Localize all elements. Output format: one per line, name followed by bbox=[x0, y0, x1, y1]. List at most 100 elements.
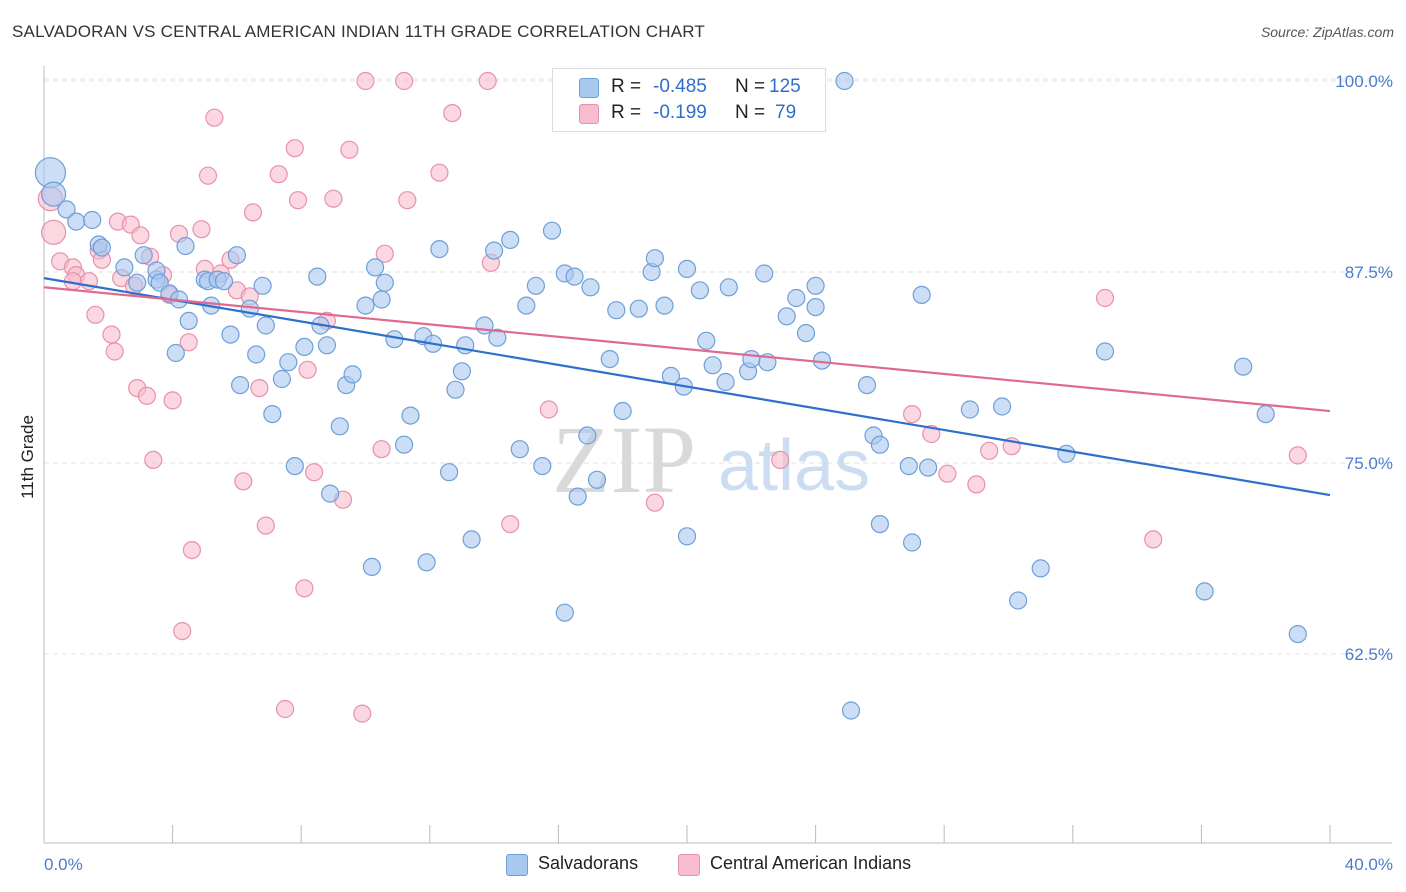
salvadoran-point bbox=[166, 343, 185, 363]
salvadoran-point bbox=[221, 325, 240, 344]
salvadoran-point bbox=[787, 288, 806, 308]
central-american-indian-point bbox=[173, 621, 192, 641]
bottom-legend-label: Salvadorans bbox=[538, 853, 639, 873]
central-american-indian-point bbox=[340, 140, 359, 159]
salvadoran-point bbox=[870, 435, 890, 454]
central-american-indian-point bbox=[938, 464, 957, 483]
salvadoran-point bbox=[256, 316, 275, 335]
salvadoran-point bbox=[918, 458, 938, 477]
central-american-indian-point bbox=[198, 166, 218, 185]
central-american-indian-point bbox=[443, 103, 462, 123]
salvadoran-point bbox=[806, 276, 825, 295]
bottom-legend-swatch-pink bbox=[678, 854, 700, 876]
central-american-indian-trend-line bbox=[43, 286, 1331, 413]
salvadoran-point bbox=[600, 350, 619, 369]
salvadoran-point bbox=[742, 350, 761, 369]
salvadoran-point bbox=[677, 259, 697, 278]
salvadoran-point bbox=[362, 557, 381, 577]
salvadoran-point bbox=[308, 267, 327, 286]
central-american-indian-point bbox=[102, 325, 121, 344]
salvadoran-point bbox=[607, 301, 626, 320]
x-tick-label: 40.0% bbox=[1345, 855, 1393, 874]
salvadoran-point bbox=[777, 307, 796, 326]
salvadoran-point bbox=[462, 530, 481, 549]
salvadoran-point bbox=[1234, 357, 1253, 376]
central-american-indian-point bbox=[1095, 288, 1115, 308]
salvadoran-point bbox=[57, 200, 76, 219]
salvadoran-point bbox=[285, 457, 304, 476]
legend-r-value: -0.485 bbox=[653, 76, 707, 97]
salvadoran-point bbox=[542, 221, 562, 240]
salvadoran-point bbox=[697, 331, 716, 350]
salvadoran-point bbox=[912, 285, 931, 304]
salvadoran-point bbox=[83, 210, 102, 230]
salvadoran-point bbox=[501, 230, 520, 249]
salvadoran-point bbox=[128, 273, 147, 292]
central-american-indian-point bbox=[295, 579, 314, 598]
central-american-indian-point bbox=[288, 191, 308, 210]
salvadoran-point bbox=[295, 337, 314, 356]
legend-n-value: 79 bbox=[775, 102, 797, 123]
salvadoran-point bbox=[517, 296, 536, 315]
salvadoran-point bbox=[677, 527, 697, 546]
salvadoran-point bbox=[870, 514, 890, 534]
salvadoran-point bbox=[581, 278, 600, 297]
salvadoran-point bbox=[485, 241, 504, 260]
salvadoran-point bbox=[475, 316, 494, 335]
salvadoran-point bbox=[568, 487, 587, 506]
salvadoran-trend-line bbox=[43, 277, 1331, 497]
central-american-indian-point bbox=[902, 405, 922, 424]
salvadoran-point bbox=[440, 463, 459, 482]
salvadoran-point bbox=[902, 533, 922, 552]
legend-r-label: R = bbox=[611, 76, 642, 97]
salvadoran-point bbox=[1031, 559, 1050, 578]
salvadoran-point bbox=[279, 353, 298, 372]
salvadoran-point bbox=[452, 362, 471, 381]
salvadoran-point bbox=[690, 281, 710, 300]
central-american-indian-point bbox=[243, 203, 263, 222]
salvadoran-point bbox=[214, 272, 234, 291]
salvadoran-point bbox=[446, 380, 465, 399]
legend-row-salvadorans: R = -0.485 N = 125 bbox=[553, 74, 825, 100]
salvadoran-point bbox=[645, 249, 665, 268]
salvadoran-point bbox=[960, 400, 980, 419]
salvadoran-point bbox=[1288, 624, 1307, 644]
salvadoran-point bbox=[375, 273, 394, 292]
salvadoran-point bbox=[176, 236, 195, 256]
legend-n-label: N = bbox=[735, 76, 766, 97]
salvadoran-point bbox=[330, 417, 349, 436]
x-tick-label: 0.0% bbox=[44, 855, 83, 874]
salvadoran-point bbox=[92, 238, 112, 257]
salvadoran-point bbox=[703, 356, 722, 375]
data-points bbox=[34, 71, 1307, 723]
salvadoran-point bbox=[565, 267, 584, 286]
watermark: ZIP atlas bbox=[552, 406, 870, 513]
central-american-indian-point bbox=[324, 189, 343, 208]
legend-r-value: -0.199 bbox=[653, 102, 707, 123]
central-american-indian-point bbox=[395, 71, 414, 91]
chart-title: SALVADORAN VS CENTRAL AMERICAN INDIAN 11… bbox=[12, 22, 706, 41]
bottom-legend-label: Central American Indians bbox=[710, 853, 912, 873]
legend-n-value: 125 bbox=[769, 76, 801, 97]
stats-legend: R = -0.485 N = 125 R = -0.199 N = 79 bbox=[552, 68, 826, 132]
salvadoran-point bbox=[578, 426, 597, 445]
central-american-indian-point bbox=[539, 400, 558, 419]
central-american-indian-point bbox=[163, 391, 182, 410]
salvadoran-point bbox=[253, 276, 272, 295]
salvadoran-point bbox=[321, 484, 340, 503]
salvadoran-point bbox=[755, 264, 774, 283]
central-american-indian-point bbox=[645, 493, 665, 512]
watermark-atlas: atlas bbox=[718, 426, 870, 506]
salvadoran-point bbox=[992, 397, 1012, 416]
central-american-indian-point bbox=[356, 71, 375, 91]
salvadoran-point bbox=[716, 372, 735, 392]
central-american-indian-point bbox=[305, 463, 324, 482]
salvadoran-point bbox=[179, 311, 198, 330]
salvadoran-point bbox=[430, 240, 449, 259]
central-american-indian-point bbox=[86, 305, 105, 324]
salvadoran-point bbox=[613, 401, 632, 421]
central-american-indian-point bbox=[234, 472, 253, 491]
salvadoran-point bbox=[526, 276, 546, 295]
salvadoran-point bbox=[806, 298, 825, 317]
